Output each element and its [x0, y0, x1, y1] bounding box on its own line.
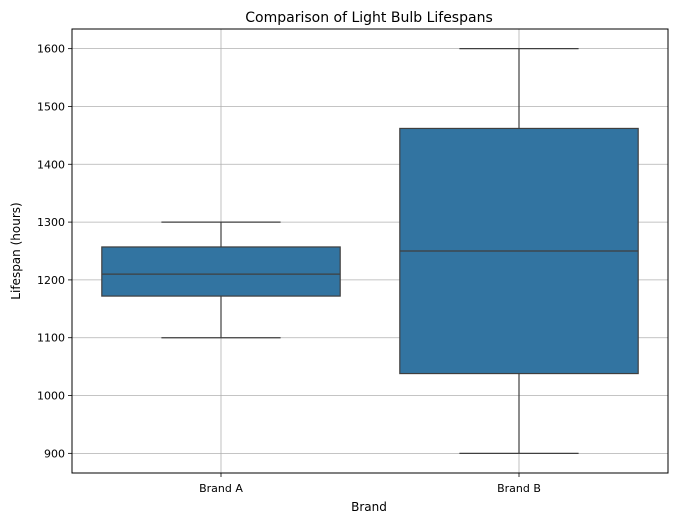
- y-tick-label: 1600: [37, 43, 65, 56]
- box-group: [101, 221, 341, 339]
- iqr-box: [101, 246, 341, 297]
- y-tick-label: 900: [44, 447, 65, 460]
- x-tick-label: Brand A: [199, 482, 243, 495]
- y-tick-label: 1200: [37, 274, 65, 287]
- x-tick-label: Brand B: [497, 482, 541, 495]
- y-tick-label: 1000: [37, 390, 65, 403]
- y-axis-label: Lifespan (hours): [9, 202, 23, 299]
- y-tick-label: 1400: [37, 158, 65, 171]
- y-tick-label: 1500: [37, 100, 65, 113]
- x-axis-label: Brand: [351, 500, 387, 514]
- box-plots: [101, 48, 639, 454]
- chart-title: Comparison of Light Bulb Lifespans: [245, 10, 492, 26]
- plot-frame: [71, 28, 669, 474]
- y-tick-label: 1100: [37, 332, 65, 345]
- y-tick-label: 1300: [37, 216, 65, 229]
- axes: 900 1000 1100 1200 1300 1400 1500 1600 Brand A Br…: [37, 43, 541, 495]
- box-group: [399, 48, 639, 454]
